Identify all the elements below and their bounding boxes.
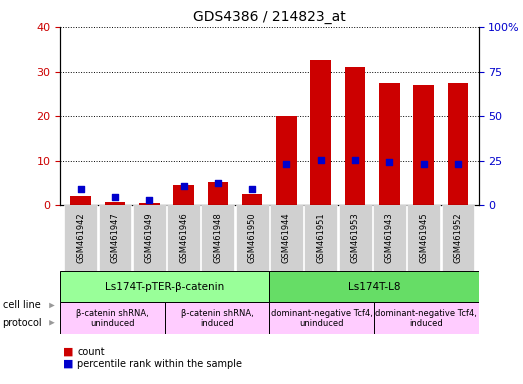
Text: GSM461948: GSM461948 <box>213 213 222 263</box>
Text: GSM461945: GSM461945 <box>419 213 428 263</box>
FancyBboxPatch shape <box>374 303 479 334</box>
Point <box>385 159 394 165</box>
Text: percentile rank within the sample: percentile rank within the sample <box>77 359 242 369</box>
Bar <box>379 83 400 205</box>
Bar <box>276 116 297 205</box>
Bar <box>413 85 434 205</box>
Text: GSM461949: GSM461949 <box>145 213 154 263</box>
Text: ■: ■ <box>63 359 73 369</box>
Bar <box>208 182 228 205</box>
Point <box>145 197 153 203</box>
Bar <box>345 67 366 205</box>
Point <box>179 183 188 189</box>
FancyBboxPatch shape <box>165 303 269 334</box>
Point <box>214 180 222 186</box>
Text: GSM461947: GSM461947 <box>110 213 120 263</box>
FancyBboxPatch shape <box>304 205 337 271</box>
Text: dominant-negative Tcf4,
induced: dominant-negative Tcf4, induced <box>376 308 477 328</box>
FancyBboxPatch shape <box>60 271 269 303</box>
FancyBboxPatch shape <box>441 205 474 271</box>
Text: β-catenin shRNA,
induced: β-catenin shRNA, induced <box>180 308 254 328</box>
FancyBboxPatch shape <box>269 303 374 334</box>
FancyBboxPatch shape <box>201 205 234 271</box>
Text: GSM461951: GSM461951 <box>316 213 325 263</box>
Bar <box>71 195 91 205</box>
Text: GSM461943: GSM461943 <box>385 213 394 263</box>
Text: ■: ■ <box>63 347 73 357</box>
Point <box>282 161 291 167</box>
Text: count: count <box>77 347 105 357</box>
FancyBboxPatch shape <box>270 205 303 271</box>
Text: GSM461950: GSM461950 <box>248 213 257 263</box>
Title: GDS4386 / 214823_at: GDS4386 / 214823_at <box>193 10 346 25</box>
Bar <box>242 194 263 205</box>
Text: Ls174T-L8: Ls174T-L8 <box>348 281 400 291</box>
Text: β-catenin shRNA,
uninduced: β-catenin shRNA, uninduced <box>76 308 149 328</box>
FancyBboxPatch shape <box>269 271 479 303</box>
Text: GSM461944: GSM461944 <box>282 213 291 263</box>
Bar <box>139 203 160 205</box>
Text: protocol: protocol <box>3 318 42 328</box>
Text: GSM461946: GSM461946 <box>179 213 188 263</box>
Text: cell line: cell line <box>3 300 40 310</box>
Point <box>316 157 325 163</box>
Point <box>111 194 119 200</box>
Point <box>76 186 85 192</box>
Bar <box>448 83 468 205</box>
Text: dominant-negative Tcf4,
uninduced: dominant-negative Tcf4, uninduced <box>271 308 372 328</box>
Text: GSM461953: GSM461953 <box>350 213 360 263</box>
FancyBboxPatch shape <box>98 205 131 271</box>
Text: Ls174T-pTER-β-catenin: Ls174T-pTER-β-catenin <box>105 281 224 291</box>
FancyBboxPatch shape <box>167 205 200 271</box>
FancyBboxPatch shape <box>60 303 165 334</box>
Point <box>351 157 359 163</box>
FancyBboxPatch shape <box>133 205 166 271</box>
Point <box>454 161 462 167</box>
Text: GSM461942: GSM461942 <box>76 213 85 263</box>
Bar <box>311 60 331 205</box>
FancyBboxPatch shape <box>236 205 269 271</box>
Point <box>419 161 428 167</box>
FancyBboxPatch shape <box>64 205 97 271</box>
FancyBboxPatch shape <box>407 205 440 271</box>
Bar <box>173 185 194 205</box>
Point <box>248 186 256 192</box>
Bar <box>105 202 126 205</box>
FancyBboxPatch shape <box>338 205 371 271</box>
Text: GSM461952: GSM461952 <box>453 213 462 263</box>
FancyBboxPatch shape <box>373 205 406 271</box>
